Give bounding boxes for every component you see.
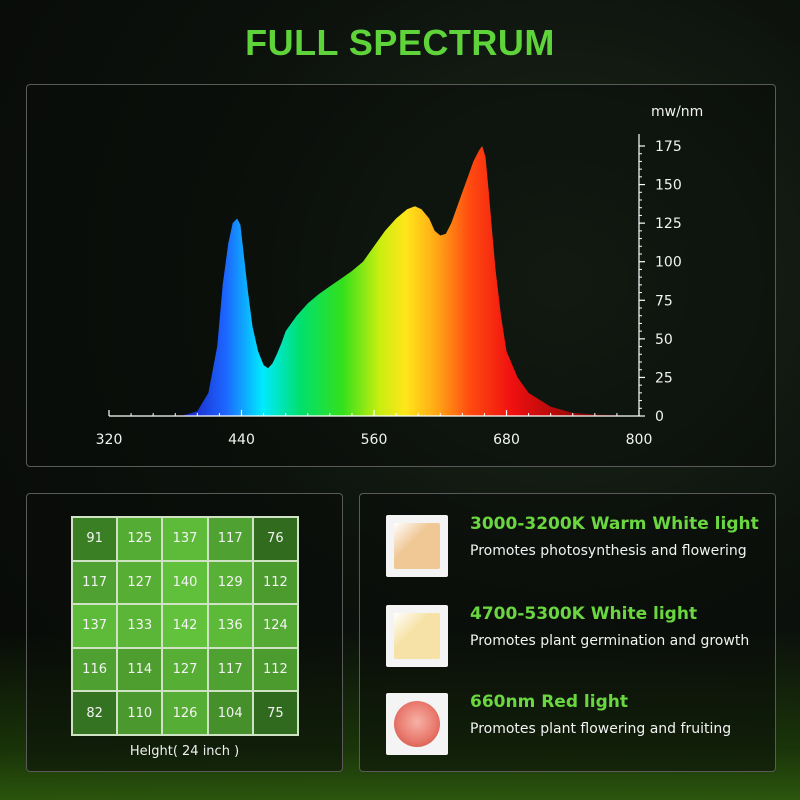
led-item-warm-white: 3000-3200K Warm White light Promotes pho… [386,514,766,579]
led-title: 4700-5300K White light [470,604,698,624]
ppfd-cell: 126 [162,691,208,735]
led-title: 660nm Red light [470,692,628,712]
ppfd-cell: 117 [72,560,118,605]
y-tick-label: 150 [655,178,682,194]
ppfd-cell: 136 [207,604,253,648]
y-tick-label: 50 [655,332,673,348]
ppfd-cell: 137 [72,604,118,648]
led-types-panel: 3000-3200K Warm White light Promotes pho… [359,493,776,772]
ppfd-cell: 127 [117,560,163,605]
y-tick-label: 100 [655,255,682,271]
led-item-white: 4700-5300K White light Promotes plant ge… [386,604,766,669]
ppfd-grid-panel: 91 125 137 117 76 117 127 140 129 112 137 133 142 136… [26,493,343,772]
ppfd-cell: 142 [162,604,208,648]
ppfd-cell: 82 [72,691,118,735]
led-description: Promotes plant germination and growth [470,633,750,649]
spectrum-chart: 320 440 560 680 800 0 25 50 75 100 125 150 175 mw/n… [96,104,704,448]
ppfd-cell: 76 [252,517,298,561]
y-tick-label: 0 [655,409,664,425]
ppfd-cell: 117 [207,517,253,561]
x-axis: 320 440 560 680 800 [96,410,653,448]
ppfd-cell: 112 [252,647,298,692]
led-item-red: 660nm Red light Promotes plant flowering… [386,692,766,757]
ppfd-cell: 133 [117,604,163,648]
ppfd-grid: 91 125 137 117 76 117 127 140 129 112 137 133 142 136… [71,516,299,736]
x-tick-label: 800 [626,432,653,448]
ppfd-cell: 129 [207,560,253,605]
page-title: FULL SPECTRUM [245,22,555,63]
x-tick-label: 440 [228,432,255,448]
ppfd-cell: 137 [162,517,208,561]
ppfd-cell: 75 [252,691,298,735]
red-led-chip-icon [386,693,448,755]
ppfd-cell: 104 [207,691,253,735]
ppfd-cell: 140 [162,560,208,605]
ppfd-cell: 124 [252,604,298,648]
ppfd-cell: 110 [117,691,163,735]
x-tick-label: 320 [96,432,123,448]
spectrum-chart-panel: 320 440 560 680 800 0 25 50 75 100 125 150 175 mw/n… [26,84,776,467]
spectrum-area [180,146,640,416]
led-description: Promotes photosynthesis and flowering [470,543,747,559]
y-tick-label: 75 [655,293,673,309]
led-title: 3000-3200K Warm White light [470,514,759,534]
ppfd-cell: 125 [117,517,163,561]
ppfd-cell: 91 [72,517,118,561]
white-led-chip-icon [386,605,448,667]
ppfd-cell: 112 [252,560,298,605]
y-tick-label: 175 [655,139,682,155]
ppfd-cell: 116 [72,647,118,692]
x-tick-label: 560 [361,432,388,448]
ppfd-cell: 127 [162,647,208,692]
x-tick-label: 680 [493,432,520,448]
y-tick-label: 25 [655,370,673,386]
led-description: Promotes plant flowering and fruiting [470,721,732,737]
y-axis: 0 25 50 75 100 125 150 175 [639,139,682,425]
grid-caption: Helght( 24 inch ) [129,744,240,759]
warm-white-led-chip-icon [386,515,448,577]
ppfd-cell: 117 [207,647,253,692]
y-tick-label: 125 [655,216,682,232]
y-axis-unit-label: mw/nm [651,104,703,120]
ppfd-cell: 114 [117,647,163,692]
